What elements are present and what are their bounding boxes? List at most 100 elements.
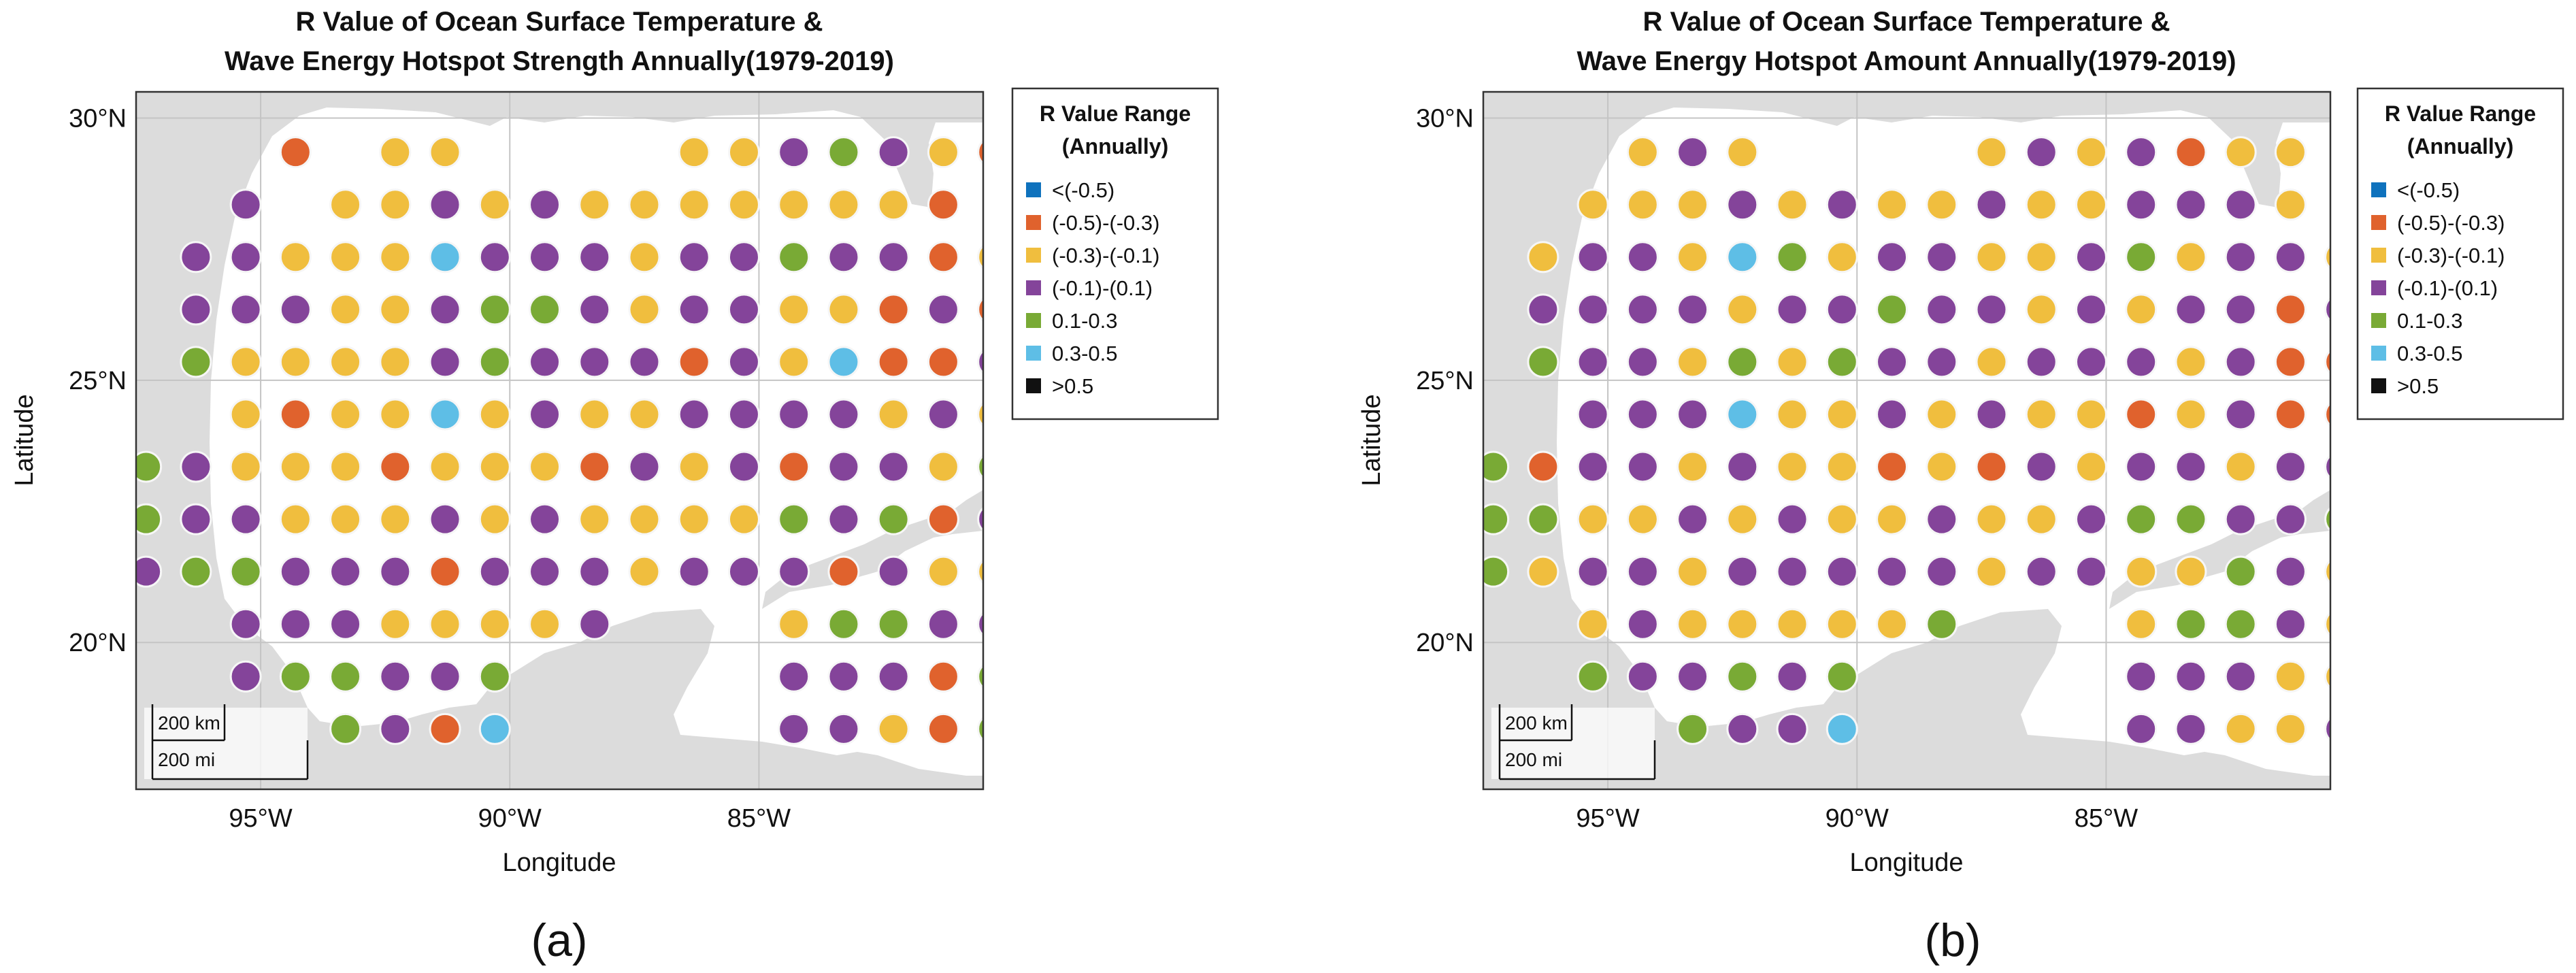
data-point: [180, 293, 212, 326]
data-point: [1626, 450, 1659, 483]
data-point: [727, 136, 760, 169]
data-point: [927, 608, 959, 640]
data-point: [279, 241, 312, 274]
data-point: [877, 712, 910, 745]
data-point: [2075, 398, 2107, 431]
data-point: [578, 450, 611, 483]
data-point: [229, 450, 262, 483]
data-point: [2224, 346, 2257, 378]
data-point: [1726, 450, 1759, 483]
data-point: [1726, 188, 1759, 221]
data-point: [927, 398, 959, 431]
data-point: [678, 241, 710, 274]
data-point: [827, 555, 860, 588]
data-point: [1876, 346, 1909, 378]
plot-frame: [135, 90, 985, 791]
legend-label: 0.3-0.5: [2397, 342, 2463, 365]
data-point: [379, 503, 412, 535]
data-point: [329, 346, 362, 378]
legend-title-line-1: R Value Range: [2385, 101, 2536, 126]
data-point: [2425, 609, 2455, 639]
data-point: [429, 660, 461, 693]
data-point: [2175, 608, 2207, 640]
data-point: [1975, 503, 2008, 535]
data-point: [329, 712, 362, 745]
data-point: [1576, 241, 1609, 274]
data-point: [1576, 503, 1609, 535]
data-point: [877, 503, 910, 535]
y-tick-label: 30°N: [1416, 105, 1474, 133]
data-points: [136, 136, 1058, 745]
data-point: [1826, 503, 1858, 535]
data-point: [727, 398, 760, 431]
legend-swatch: [1026, 313, 1041, 328]
data-point: [727, 555, 760, 588]
data-point: [1876, 555, 1909, 588]
data-point: [1576, 293, 1609, 326]
data-point: [727, 346, 760, 378]
data-point: [1926, 241, 1958, 274]
data-point: [2175, 503, 2207, 535]
data-point: [1626, 608, 1659, 640]
data-point: [2025, 136, 2058, 169]
data-point: [1576, 346, 1609, 378]
data-point: [529, 450, 561, 483]
data-point: [2224, 293, 2257, 326]
x-axis-ticks: 95°W 90°W 85°W: [1576, 804, 2138, 833]
data-point: [578, 188, 611, 221]
data-point: [877, 346, 910, 378]
data-point: [2125, 660, 2158, 693]
data-point: [379, 346, 412, 378]
data-point: [827, 293, 860, 326]
data-point: [329, 398, 362, 431]
data-point: [1626, 398, 1659, 431]
legend-swatch: [1026, 280, 1041, 295]
legend: R Value Range (Annually) <(-0.5) (-0.5)-(…: [1011, 87, 1219, 420]
data-point: [478, 450, 511, 483]
data-point: [2075, 188, 2107, 221]
data-point: [1926, 608, 1958, 640]
data-point: [578, 346, 611, 378]
legend-label: 0.1-0.3: [1052, 309, 1118, 333]
data-point: [727, 293, 760, 326]
data-point: [1926, 398, 1958, 431]
data-point: [329, 188, 362, 221]
y-tick-label: 20°N: [1416, 629, 1474, 657]
legend-label: (-0.5)-(-0.3): [2397, 211, 2505, 235]
data-point: [279, 398, 312, 431]
data-point: [429, 398, 461, 431]
data-point: [2125, 608, 2158, 640]
data-point: [379, 450, 412, 483]
data-point: [2274, 241, 2307, 274]
data-point: [727, 503, 760, 535]
data-point: [2274, 398, 2307, 431]
data-point: [2425, 661, 2455, 691]
data-point: [827, 660, 860, 693]
data-point: [2075, 503, 2107, 535]
data-point: [1726, 398, 1759, 431]
data-point: [927, 712, 959, 745]
data-point: [2324, 244, 2330, 270]
legend-swatch: [2371, 378, 2386, 393]
data-point: [2025, 398, 2058, 431]
data-point: [1926, 555, 1958, 588]
data-point: [678, 398, 710, 431]
data-point: [2425, 714, 2455, 744]
data-point: [877, 188, 910, 221]
data-point: [229, 293, 262, 326]
data-point: [778, 660, 810, 693]
data-point: [2125, 241, 2158, 274]
data-point: [2274, 293, 2307, 326]
data-point: [2274, 555, 2307, 588]
data-point: [628, 241, 661, 274]
data-point: [2125, 293, 2158, 326]
data-point: [1726, 293, 1759, 326]
data-point: [2075, 346, 2107, 378]
data-point: [478, 188, 511, 221]
data-point: [1527, 241, 1559, 274]
data-point: [1028, 714, 1058, 744]
data-point: [329, 241, 362, 274]
data-point: [1677, 398, 1709, 431]
data-point: [279, 503, 312, 535]
data-point: [1677, 188, 1709, 221]
